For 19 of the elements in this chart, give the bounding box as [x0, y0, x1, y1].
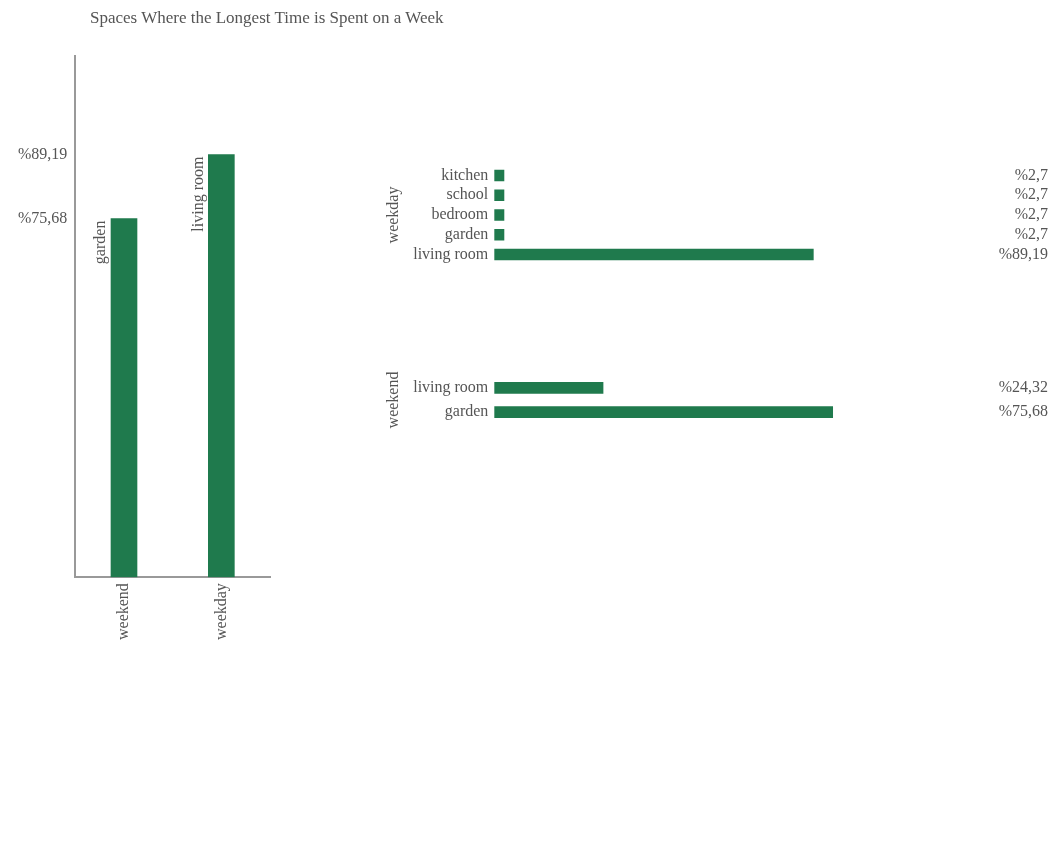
data-label: %2,7: [1014, 224, 1048, 242]
data-label: %75,68: [998, 402, 1048, 420]
y-tick-label: garden: [444, 224, 489, 243]
annotation: living room: [188, 156, 207, 232]
annotation: garden: [91, 220, 110, 265]
y-tick-label: school: [446, 185, 489, 203]
y-tick-label: living room: [413, 378, 489, 396]
data-label: %2,7: [1014, 185, 1048, 203]
y-tick-label: bedroom: [431, 205, 489, 223]
data-label: %89,19: [998, 244, 1048, 262]
data-label: %24,32: [998, 378, 1048, 395]
y-tick-label: living room: [413, 244, 489, 263]
chart-title: Spaces Where the Longest Time is Spent on a Week: [90, 8, 444, 28]
y-axis-title: weekend: [383, 371, 401, 429]
y-axis-title: weekday: [383, 186, 402, 244]
y-tick-label: kitchen: [441, 165, 489, 183]
data-label: %2,7: [1014, 165, 1048, 183]
y-tick-label: garden: [444, 402, 489, 421]
data-label: %2,7: [1014, 205, 1048, 223]
